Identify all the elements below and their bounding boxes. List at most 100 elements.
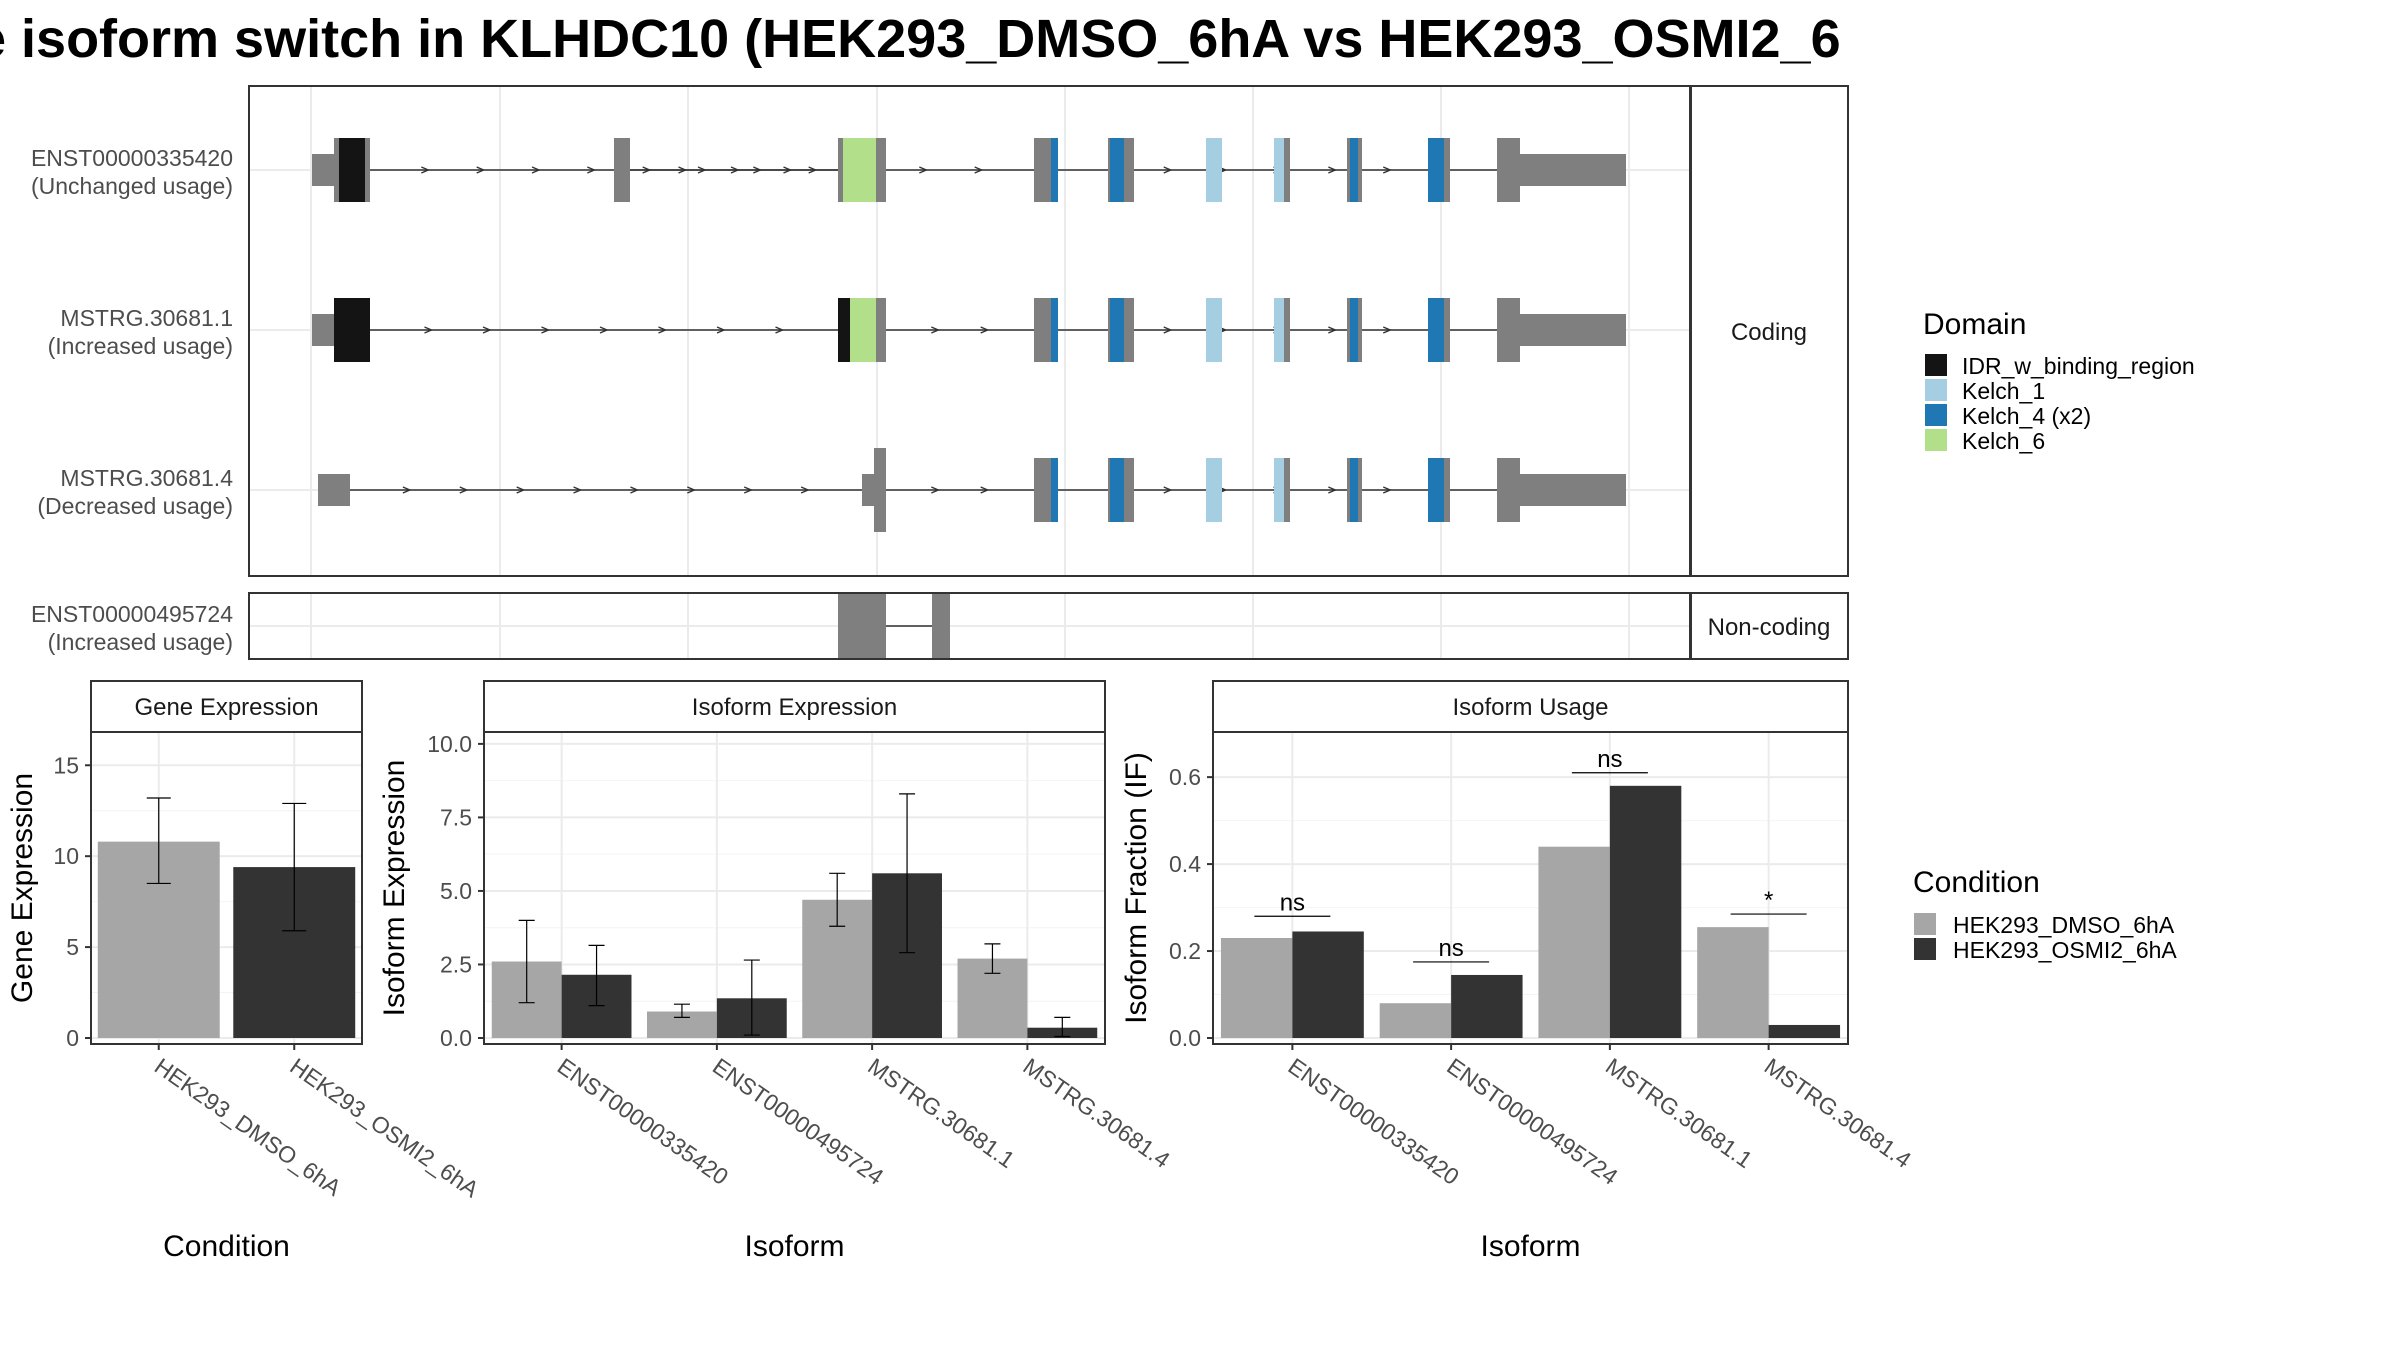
domain-idr [339, 138, 365, 202]
x-tick-label: MSTRG.30681.4 [1019, 1053, 1175, 1173]
domain-kelch4 [1428, 458, 1444, 522]
strip-noncoding [1690, 592, 1849, 660]
domain-kelch1 [1274, 298, 1284, 362]
bar [1538, 846, 1610, 1038]
y-tick-label: 5.0 [440, 878, 472, 904]
domain-kelch1 [1206, 138, 1222, 202]
intron-arrow [1382, 486, 1393, 494]
domain-kelch1 [1274, 458, 1284, 522]
utr-exon [1520, 474, 1626, 506]
x-tick-label: ENST00000335420 [1284, 1053, 1464, 1190]
exon [1497, 298, 1520, 362]
intron-arrow [687, 486, 697, 494]
significance-label: * [1764, 887, 1773, 914]
y-tick-label: 10 [53, 843, 79, 869]
x-tick-label: MSTRG.30681.1 [1601, 1053, 1757, 1173]
panel-title: Isoform Usage [1452, 694, 1608, 721]
significance-label: ns [1597, 746, 1622, 773]
x-tick-label: MSTRG.30681.1 [863, 1053, 1019, 1173]
exon [838, 594, 886, 658]
domain-idr [838, 298, 850, 362]
domain-kelch6 [843, 138, 876, 202]
transcript-id-label: MSTRG.30681.1 [60, 305, 233, 331]
strip-coding-label: Coding [1731, 319, 1807, 346]
intron-arrow [800, 486, 810, 494]
utr-exon [318, 474, 350, 506]
y-axis-title: Isoform Fraction (IF) [1120, 752, 1153, 1024]
intron-arrow [730, 166, 740, 174]
intron-arrow [516, 486, 526, 494]
exon [1497, 458, 1520, 522]
intron-arrow [541, 326, 551, 334]
figure-title: e isoform switch in KLHDC10 (HEK293_DMSO… [0, 9, 1841, 69]
bar [1292, 931, 1364, 1038]
intron-arrow [1163, 166, 1173, 174]
x-tick-label: MSTRG.30681.4 [1760, 1053, 1916, 1173]
domain-kelch4 [1428, 298, 1444, 362]
panel-title: Gene Expression [134, 694, 318, 721]
intron-arrow [1328, 166, 1338, 174]
strip-noncoding-label: Non-coding [1708, 614, 1831, 641]
intron-arrow [476, 166, 486, 174]
legend-condition-key [1914, 913, 1936, 935]
legend-domain-item: IDR_w_binding_region [1962, 353, 2195, 379]
panel-border [1212, 731, 1849, 1045]
exon [874, 448, 886, 532]
transcript-usage-label: (Increased usage) [48, 629, 233, 655]
legend-domain-item: Kelch_1 [1962, 378, 2045, 404]
y-axis-title: Gene Expression [6, 773, 39, 1003]
intron-arrow [919, 166, 929, 174]
y-tick-label: 0 [66, 1025, 79, 1051]
panel-title: Isoform Expression [692, 694, 897, 721]
domain-kelch4 [1051, 298, 1058, 362]
legend-domain-item: Kelch_6 [1962, 428, 2045, 454]
intron-arrow [402, 486, 412, 494]
panel-strip [1212, 680, 1849, 733]
intron-arrow [1382, 166, 1393, 174]
domain-kelch4 [1350, 298, 1358, 362]
exon [932, 594, 950, 658]
legend-domain-title: Domain [1923, 308, 2026, 341]
legend-domain-key [1925, 404, 1947, 426]
intron-arrow [775, 326, 785, 334]
x-axis-title: Isoform [744, 1230, 844, 1263]
domain-kelch4 [1350, 458, 1358, 522]
intron-arrow [974, 166, 984, 174]
y-tick-label: 7.5 [440, 804, 472, 830]
domain-idr [334, 298, 370, 362]
transcript-usage-label: (Decreased usage) [37, 493, 233, 519]
y-tick-label: 0.2 [1169, 938, 1201, 964]
exon [614, 138, 630, 202]
utr-exon [1520, 314, 1626, 346]
legend-domain-key [1925, 354, 1947, 376]
intron-arrow [1328, 486, 1338, 494]
x-axis-title: Isoform [1480, 1230, 1580, 1263]
intron-arrow [931, 486, 941, 494]
intron-arrow [459, 486, 469, 494]
intron-arrow [531, 166, 541, 174]
transcript-usage-label: (Unchanged usage) [31, 173, 233, 199]
significance-label: ns [1438, 935, 1463, 962]
utr-exon [862, 474, 876, 506]
intron-arrow [424, 326, 434, 334]
bar [1451, 974, 1523, 1038]
legend-condition-title: Condition [1913, 866, 2040, 899]
intron-arrow [980, 326, 990, 334]
intron-arrow [421, 166, 431, 174]
intron-arrow [1163, 486, 1173, 494]
legend-domain-key [1925, 379, 1947, 401]
panel-strip [90, 680, 363, 733]
intron-arrow [743, 486, 753, 494]
panel-border [483, 731, 1106, 1045]
domain-kelch1 [1206, 458, 1222, 522]
intron-arrow [1328, 326, 1338, 334]
transcript-id-label: MSTRG.30681.4 [60, 465, 233, 491]
domain-kelch4 [1051, 138, 1058, 202]
x-tick-label: ENST00000495724 [708, 1053, 889, 1190]
y-tick-label: 0.6 [1169, 764, 1201, 790]
intron-arrow [630, 486, 640, 494]
intron-arrow [783, 166, 793, 174]
bar [1220, 938, 1293, 1038]
intron-arrow [931, 326, 941, 334]
domain-kelch4 [1051, 458, 1058, 522]
